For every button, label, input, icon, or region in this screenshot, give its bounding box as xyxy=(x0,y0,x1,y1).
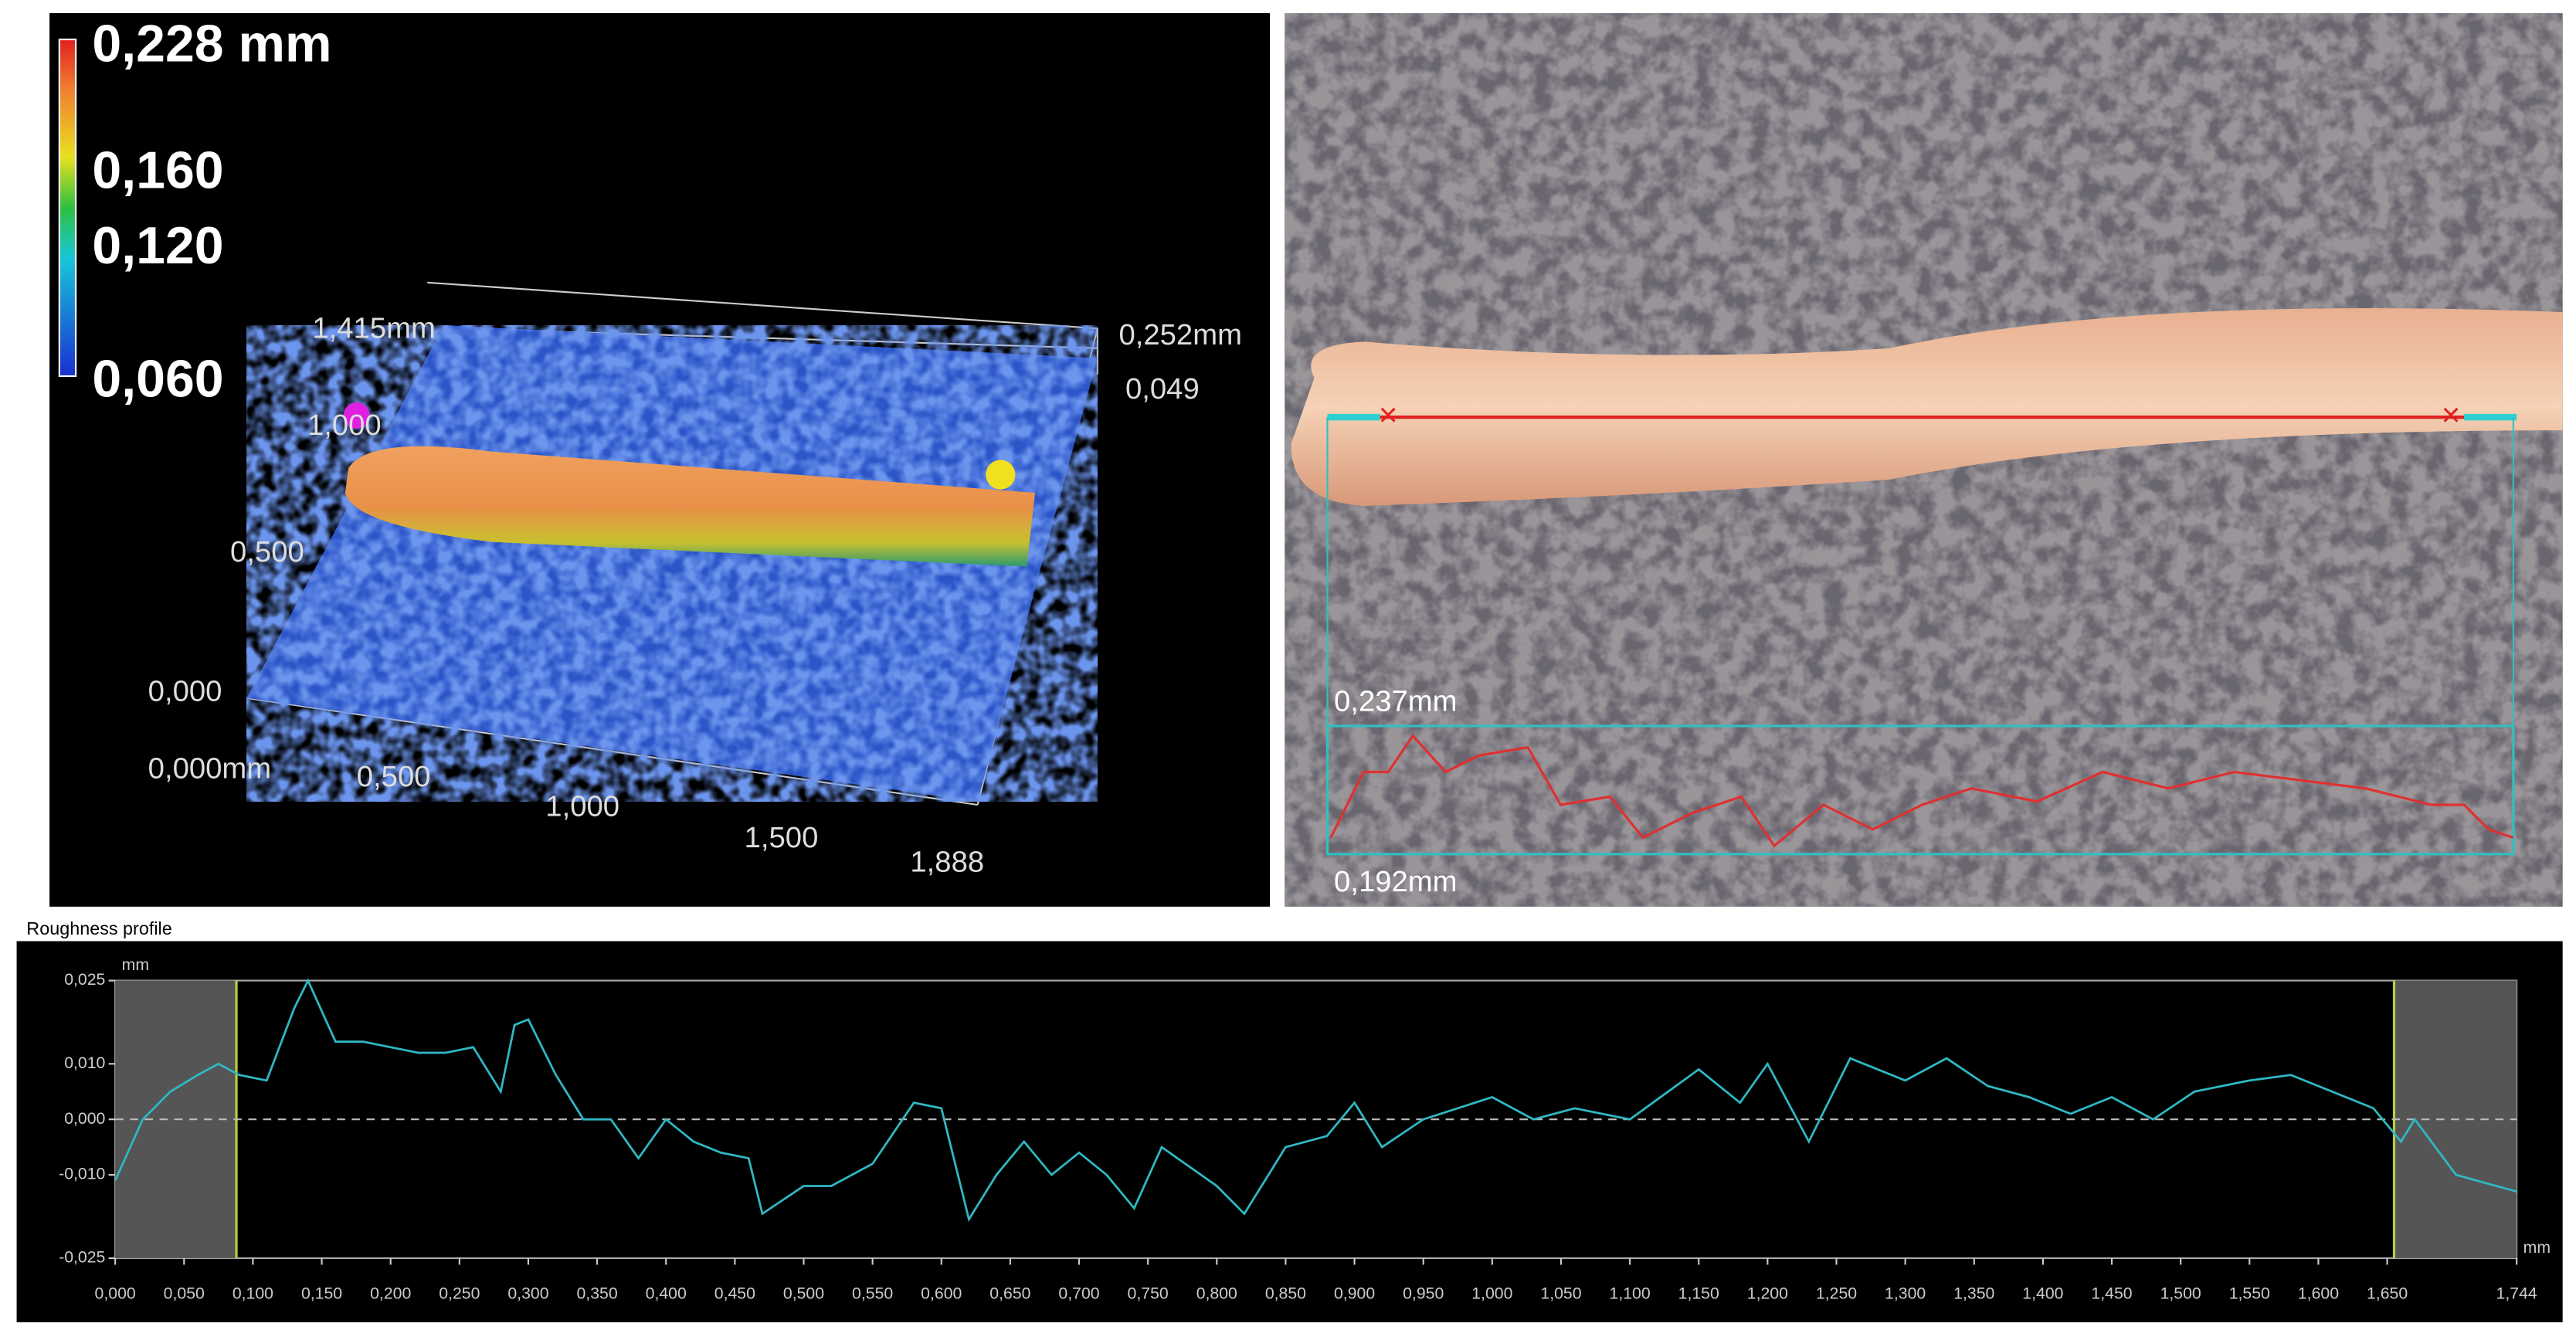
marker xyxy=(986,460,1016,490)
x-tick-label: 0,850 xyxy=(1265,1284,1306,1302)
axis-label: 0,000 xyxy=(148,675,222,708)
axis-label: 0,500 xyxy=(230,535,304,568)
x-tick-label: 1,000 xyxy=(1471,1284,1512,1302)
x-tick-label: 0,700 xyxy=(1058,1284,1099,1302)
x-tick-label: 1,350 xyxy=(1953,1284,1994,1302)
measure-end: × xyxy=(1379,396,1398,433)
x-tick-label: 1,500 xyxy=(2160,1284,2201,1302)
chart-title: Roughness profile xyxy=(26,918,171,938)
ridge xyxy=(344,446,1036,567)
x-tick-label: 0,750 xyxy=(1128,1284,1169,1302)
x-tick-label: 1,450 xyxy=(2091,1284,2132,1302)
x-tick-label: 0,150 xyxy=(301,1284,342,1302)
axis-labels: 1,415mm 1,000 0,500 0,000 0,000mm 0,500 … xyxy=(148,312,1242,879)
profile-label: 0,237mm xyxy=(1334,684,1458,718)
x-tick-label: 1,300 xyxy=(1885,1284,1926,1302)
profile-box xyxy=(1325,724,2515,856)
x-unit: mm xyxy=(2523,1238,2551,1257)
axis-label: 0,049 xyxy=(1125,372,1200,406)
x-tick-label: 0,900 xyxy=(1334,1284,1375,1302)
strand xyxy=(1291,307,2563,506)
chart-bg xyxy=(16,941,2563,1322)
x-tick-label: 0,400 xyxy=(646,1284,687,1302)
x-tick-label: 0,050 xyxy=(164,1284,205,1302)
frame-line xyxy=(246,697,978,806)
y-tick-label: 0,010 xyxy=(64,1054,105,1072)
profile-trace xyxy=(1329,734,2514,848)
profile-label: 0,192mm xyxy=(1334,865,1458,898)
x-tick-label: 1,550 xyxy=(2229,1284,2270,1302)
y-tick-label: -0,010 xyxy=(59,1165,105,1183)
x-tick-label: 1,200 xyxy=(1747,1284,1788,1302)
axis-label: 0,000mm xyxy=(148,752,272,785)
x-tick-label: 1,744 xyxy=(2496,1284,2537,1302)
x-tick-label: 1,250 xyxy=(1816,1284,1857,1302)
axis-label: 1,415mm xyxy=(312,312,436,345)
x-tick-label: 0,800 xyxy=(1196,1284,1237,1302)
microscope-panel: × × 0,237mm 0,192mm xyxy=(1285,13,2563,907)
colorbar-label: 0,160 xyxy=(92,141,223,199)
x-tick-label: 1,150 xyxy=(1678,1284,1719,1302)
x-tick-label: 1,650 xyxy=(2367,1284,2408,1302)
x-tick-label: 0,300 xyxy=(507,1284,548,1302)
x-tick-label: 0,500 xyxy=(783,1284,824,1302)
axis-label: 0,500 xyxy=(357,760,431,793)
roughness-chart: Roughness profile mm mm 0,025 0,010 0,000 -… xyxy=(16,918,2563,1322)
x-tick-label: 0,450 xyxy=(714,1284,755,1302)
axis-label: 0,252mm xyxy=(1118,318,1242,351)
x-tick-label: 0,950 xyxy=(1403,1284,1444,1302)
profile-line xyxy=(114,978,2517,1223)
x-tick-label: 0,600 xyxy=(921,1284,962,1302)
y-unit: mm xyxy=(122,955,149,974)
y-tick-label: 0,025 xyxy=(64,970,105,989)
axis-label: 1,000 xyxy=(307,409,382,442)
x-tick-label: 0,650 xyxy=(989,1284,1030,1302)
measure-end: × xyxy=(2442,396,2461,433)
surface-texture xyxy=(246,325,1098,802)
x-tick-label: 0,200 xyxy=(370,1284,411,1302)
marker xyxy=(343,402,370,429)
x-tick-label: 0,350 xyxy=(576,1284,617,1302)
axis-label: 1,500 xyxy=(745,821,819,854)
x-tick-label: 1,600 xyxy=(2298,1284,2339,1302)
x-tick-label: 1,050 xyxy=(1540,1284,1581,1302)
colorbar-label: 0,120 xyxy=(92,216,223,275)
x-tick-label: 1,400 xyxy=(2022,1284,2063,1302)
height-map-panel: 0,228 mm 0,160 0,120 0,060 1,415mm 1,000… xyxy=(49,13,1271,907)
x-tick-label: 0,550 xyxy=(852,1284,893,1302)
x-tick-label: 0,100 xyxy=(232,1284,273,1302)
axis-label: 1,888 xyxy=(910,846,984,879)
colorbar-label: 0,228 mm xyxy=(92,15,331,73)
x-tick-label: 1,100 xyxy=(1610,1284,1651,1302)
axis-label: 1,000 xyxy=(545,789,619,823)
x-tick-label: 0,250 xyxy=(439,1284,480,1302)
y-tick-label: -0,025 xyxy=(59,1248,105,1267)
x-tick-label: 0,000 xyxy=(95,1284,136,1302)
colorbar-label: 0,060 xyxy=(92,349,223,408)
y-tick-label: 0,000 xyxy=(64,1109,105,1128)
colorbar xyxy=(58,38,77,378)
